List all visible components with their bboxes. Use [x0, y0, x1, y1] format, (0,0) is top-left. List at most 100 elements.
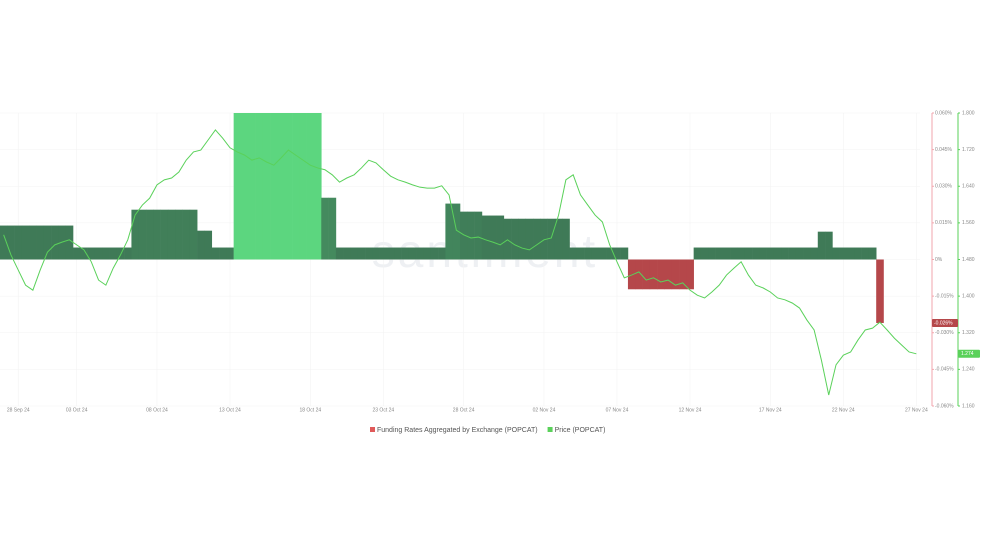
funding-bar [167, 209, 176, 260]
funding-bar [730, 247, 738, 260]
funding-bar [795, 247, 804, 260]
funding-bar [153, 209, 161, 260]
funding-bar [649, 259, 658, 290]
y2-tick-label: 1.720 [962, 147, 975, 153]
funding-bar [14, 225, 23, 260]
funding-bar [80, 247, 88, 260]
funding-bar [357, 247, 366, 260]
legend-swatch [547, 427, 553, 432]
funding-bar [146, 209, 154, 260]
y-tick-label: -0.045% [935, 367, 954, 373]
funding-bar [576, 247, 585, 260]
funding-bar [846, 247, 855, 260]
last-value-box [958, 349, 980, 358]
funding-bar [817, 231, 826, 260]
funding-bar [832, 247, 840, 260]
funding-bar [233, 113, 242, 260]
last-value-label: 1.274 [961, 351, 974, 357]
funding-bar [606, 247, 614, 260]
x-tick-label: 12 Nov 24 [679, 407, 702, 413]
funding-bar [693, 247, 702, 260]
funding-bar [540, 218, 548, 260]
funding-bar [350, 247, 359, 260]
funding-bar [292, 113, 300, 260]
funding-bar [620, 247, 629, 260]
funding-bar [175, 209, 183, 260]
funding-bar [401, 247, 410, 260]
funding-bar [759, 247, 767, 260]
funding-bar [679, 259, 687, 290]
funding-bar [554, 218, 563, 260]
funding-bar [211, 247, 220, 260]
funding-bar [335, 247, 344, 260]
funding-bar [627, 259, 636, 290]
funding-bar [87, 247, 96, 260]
funding-bar [438, 247, 446, 260]
funding-bar [255, 113, 264, 260]
funding-bar [299, 113, 307, 260]
funding-bar [686, 259, 694, 290]
funding-bar [182, 209, 191, 260]
funding-bar [591, 247, 600, 260]
y2-tick-label: 1.560 [962, 220, 975, 226]
funding-bar [372, 247, 380, 260]
funding-bar [584, 247, 592, 260]
funding-bar [313, 113, 322, 260]
funding-bar [197, 230, 205, 260]
funding-bar [73, 247, 81, 260]
funding-bar [460, 211, 468, 260]
funding-bar [671, 259, 680, 290]
x-tick-label: 28 Sep 24 [7, 407, 30, 413]
funding-bar [270, 113, 278, 260]
funding-bar [474, 211, 483, 260]
funding-bar [386, 247, 395, 260]
funding-bar [248, 113, 256, 260]
funding-bar [489, 215, 497, 260]
funding-bar [102, 247, 110, 260]
y2-tick-label: 1.640 [962, 184, 975, 190]
funding-bar [766, 247, 775, 260]
y2-tick-label: 1.240 [962, 367, 975, 373]
funding-bar [657, 259, 665, 290]
funding-bar [43, 225, 52, 260]
funding-bar [21, 225, 30, 260]
funding-bar [598, 247, 607, 260]
x-tick-label: 28 Oct 24 [453, 407, 475, 413]
y-tick-label: -0.015% [935, 293, 954, 299]
funding-bar [262, 113, 271, 260]
funding-bar [569, 247, 578, 260]
funding-bar [825, 231, 833, 260]
x-tick-label: 27 Nov 24 [905, 407, 928, 413]
legend-label: Price (POPCAT) [555, 427, 606, 434]
funding-bar [29, 225, 37, 260]
funding-bar [65, 225, 74, 260]
funding-bar [416, 247, 424, 260]
funding-bar [613, 247, 621, 260]
funding-bar [496, 215, 505, 260]
x-tick-label: 02 Nov 24 [533, 407, 556, 413]
funding-bar [737, 247, 746, 260]
funding-bar [51, 225, 59, 260]
funding-bar [226, 247, 234, 260]
last-value-label: -0.026% [934, 320, 953, 326]
funding-bar [810, 247, 819, 260]
x-tick-label: 03 Oct 24 [66, 407, 88, 413]
funding-bar [562, 218, 570, 260]
x-tick-label: 13 Oct 24 [219, 407, 241, 413]
funding-bar [0, 225, 8, 260]
x-tick-label: 08 Oct 24 [146, 407, 168, 413]
y2-tick-label: 1.800 [962, 110, 975, 116]
y-tick-label: -0.030% [935, 330, 954, 336]
funding-bar [277, 113, 286, 260]
funding-bar [868, 247, 877, 260]
x-tick-label: 07 Nov 24 [606, 407, 629, 413]
legend-swatch [370, 427, 375, 432]
funding-bar [773, 247, 782, 260]
funding-bar [861, 247, 870, 260]
funding-bar [189, 209, 198, 260]
funding-bar [752, 247, 760, 260]
funding-bar [408, 247, 417, 260]
funding-bar [379, 247, 388, 260]
